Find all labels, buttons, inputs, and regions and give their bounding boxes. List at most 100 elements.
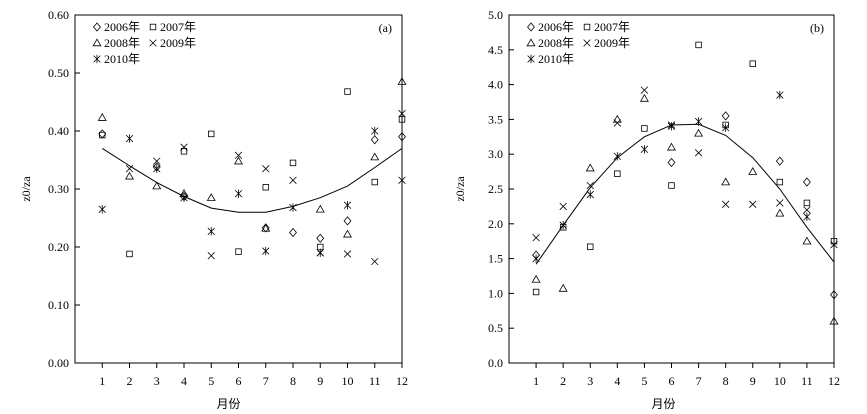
data-point (586, 190, 594, 199)
data-point (235, 248, 242, 255)
y-tick-label: 0.20 (48, 240, 69, 254)
x-tick-label: 7 (696, 374, 702, 388)
legend-marker (527, 54, 535, 64)
y-axis-title: z0/za (453, 176, 467, 202)
y-tick-label: 3.5 (488, 112, 503, 126)
legend-marker (93, 22, 101, 32)
legend-marker (149, 39, 157, 47)
y-tick-label: 0.5 (488, 321, 503, 335)
x-axis-title: 月份 (651, 397, 675, 411)
data-point (721, 177, 731, 186)
data-point (614, 170, 621, 177)
data-point (343, 201, 352, 210)
data-point (641, 125, 648, 132)
data-point (694, 117, 703, 126)
legend-label: 2009年 (160, 36, 196, 50)
data-point (125, 134, 134, 143)
x-tick-label: 2 (560, 374, 566, 388)
legend-marker (149, 23, 157, 31)
data-point (344, 88, 351, 95)
data-point (531, 274, 541, 283)
y-tick-label: 1.0 (488, 286, 503, 300)
data-point (343, 250, 352, 258)
legend-label: 2006年 (538, 20, 574, 34)
data-point (371, 257, 379, 266)
data-point (180, 143, 188, 151)
data-point (613, 152, 622, 161)
data-point (776, 178, 784, 186)
x-tick-label: 5 (208, 374, 214, 388)
data-point (694, 149, 703, 157)
x-tick-label: 8 (723, 374, 729, 388)
y-tick-label: 0.30 (48, 182, 69, 196)
fit-curve (102, 147, 403, 213)
data-point (802, 177, 811, 187)
x-tick-label: 1 (533, 374, 539, 388)
data-point (775, 156, 784, 166)
x-tick-label: 4 (614, 374, 620, 388)
data-point (152, 181, 162, 190)
data-point (397, 77, 407, 85)
legend-marker (527, 22, 535, 32)
data-point (667, 142, 676, 151)
y-tick-label: 0.60 (48, 8, 69, 22)
data-point (612, 114, 622, 123)
y-tick-label: 0.50 (48, 66, 69, 80)
data-point (261, 223, 270, 233)
data-point (532, 288, 540, 296)
data-point (532, 234, 540, 242)
data-point (559, 220, 567, 230)
legend-marker (583, 23, 591, 31)
data-point (262, 184, 269, 191)
x-tick-label: 2 (127, 374, 133, 388)
data-point (829, 316, 839, 325)
data-point (398, 132, 406, 142)
x-tick-label: 11 (801, 374, 813, 388)
data-point (126, 250, 133, 258)
legend-marker (93, 54, 101, 64)
x-tick-label: 1 (99, 374, 105, 388)
data-point (694, 128, 704, 137)
x-tick-label: 7 (263, 374, 269, 388)
data-point (289, 176, 297, 184)
data-point (98, 205, 106, 214)
data-point (721, 123, 730, 132)
x-tick-label: 3 (587, 374, 593, 388)
data-point (802, 236, 812, 245)
y-tick-label: 4.5 (488, 43, 503, 57)
data-point (97, 113, 107, 121)
y-tick-label: 0.00 (48, 356, 69, 370)
legend-marker (526, 38, 536, 47)
legend-label: 2006年 (104, 20, 140, 34)
data-point (639, 93, 649, 102)
data-point (289, 159, 297, 167)
data-point (640, 86, 649, 94)
data-point (749, 60, 756, 67)
data-point (316, 233, 325, 243)
legend-label: 2010年 (538, 52, 574, 66)
data-point (585, 163, 595, 172)
x-tick-label: 12 (828, 374, 840, 388)
x-tick-label: 5 (641, 374, 647, 388)
x-tick-label: 11 (369, 374, 381, 388)
data-point (532, 254, 540, 263)
x-tick-label: 6 (669, 374, 675, 388)
x-tick-label: 9 (317, 374, 323, 388)
legend-label: 2008年 (538, 36, 574, 50)
data-point (830, 240, 838, 249)
data-point (316, 248, 324, 257)
y-tick-label: 5.0 (488, 8, 503, 22)
plot-frame (74, 14, 403, 364)
y-tick-label: 4.0 (488, 78, 503, 92)
data-point (668, 182, 675, 189)
legend-label: 2007年 (160, 20, 196, 34)
data-point (98, 129, 107, 139)
data-point (803, 199, 811, 207)
data-point (262, 246, 270, 256)
data-point (180, 148, 188, 155)
data-point (371, 126, 379, 136)
data-point (748, 166, 758, 175)
data-point (234, 156, 243, 165)
data-point (262, 165, 270, 173)
